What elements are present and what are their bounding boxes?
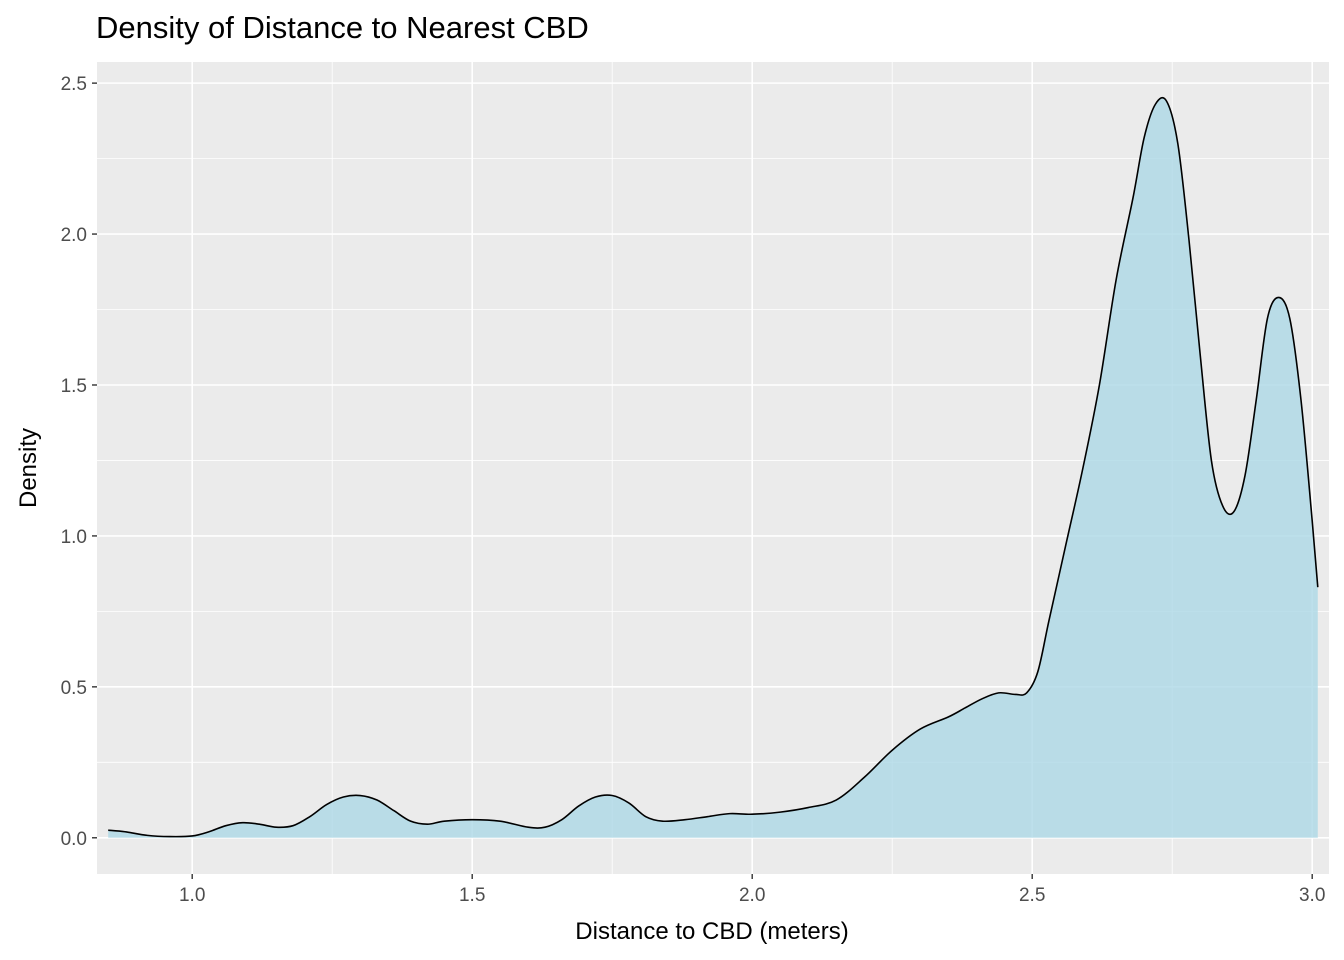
- density-curve-line: [108, 96, 1319, 838]
- y-tick-label: 1.0: [61, 527, 87, 548]
- y-axis: 0.0 0.5 1.0 1.5 2.0 2.5: [61, 74, 97, 850]
- x-tick-label: 1.0: [179, 885, 205, 906]
- x-tick-label: 3.0: [1299, 885, 1325, 906]
- density-area-fill: [108, 97, 1318, 838]
- chart-title: Density of Distance to Nearest CBD: [96, 10, 589, 45]
- y-axis-title: Density: [15, 428, 42, 508]
- y-tick-label: 2.0: [61, 225, 87, 246]
- x-tick-label: 1.5: [459, 885, 485, 906]
- x-axis-title: Distance to CBD (meters): [575, 918, 848, 945]
- x-tick-label: 2.0: [739, 885, 765, 906]
- x-axis: 1.0 1.5 2.0 2.5 3.0: [179, 874, 1325, 906]
- x-tick-label: 2.5: [1019, 885, 1045, 906]
- y-tick-label: 0.0: [61, 829, 87, 850]
- y-tick-label: 1.5: [61, 376, 87, 397]
- y-tick-label: 2.5: [61, 74, 87, 95]
- y-tick-label: 0.5: [61, 678, 87, 699]
